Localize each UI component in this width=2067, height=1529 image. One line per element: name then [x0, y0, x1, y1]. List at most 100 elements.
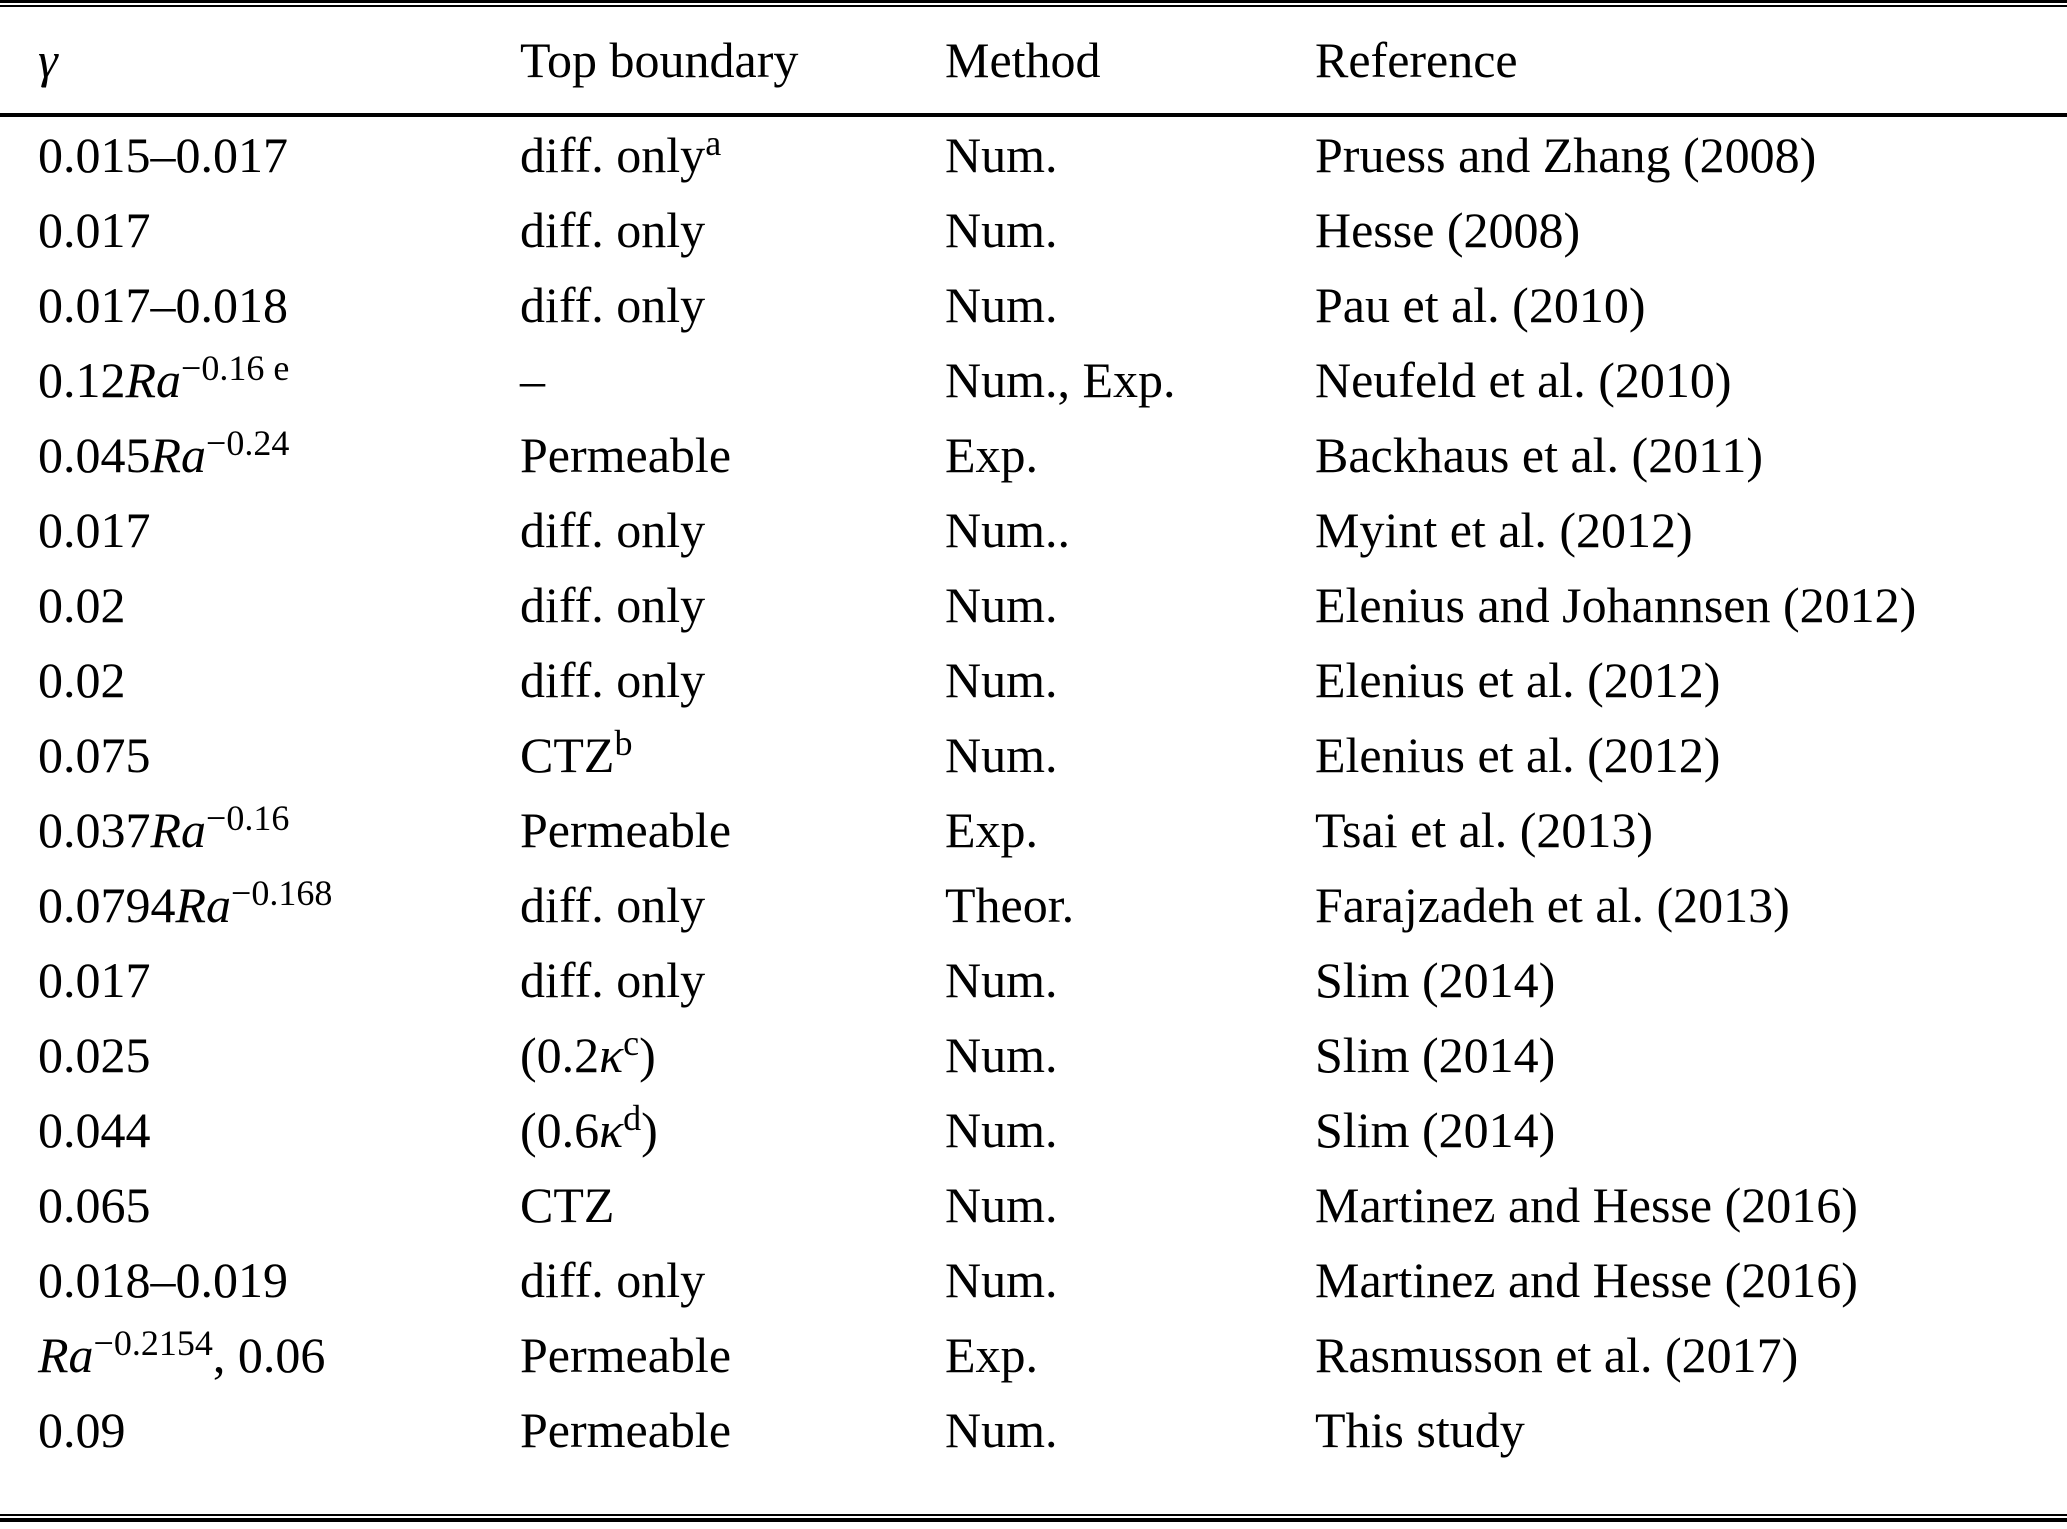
- table-row: 0.0794Ra−0.168 diff. only Theor. Farajzadeh…: [0, 867, 2067, 942]
- text-segment: Farajzadeh et al. (2013): [1315, 876, 1790, 933]
- superscript-segment: d: [623, 1098, 642, 1139]
- cell-reference: Elenius et al. (2012): [1315, 655, 2067, 705]
- text-segment: Exp.: [945, 801, 1039, 858]
- cell-top-boundary: Permeable: [520, 805, 945, 855]
- cell-top-boundary: diff. only: [520, 505, 945, 555]
- text-segment: diff. only: [520, 201, 706, 258]
- header-row: γ Top boundary Method Reference: [0, 7, 2067, 113]
- text-segment: Theor.: [945, 876, 1075, 933]
- cell-top-boundary: diff. only: [520, 280, 945, 330]
- cell-gamma: 0.02: [38, 655, 520, 705]
- cell-top-boundary: diff. only: [520, 205, 945, 255]
- text-segment: Martinez and Hesse (2016): [1315, 1251, 1858, 1308]
- text-segment: Permeable: [520, 426, 732, 483]
- cell-method: Num.: [945, 655, 1315, 705]
- table-row: 0.075 CTZb Num. Elenius et al. (2012): [0, 717, 2067, 792]
- top-rule-inner: [0, 5, 2067, 7]
- cell-gamma: 0.09: [38, 1405, 520, 1455]
- text-segment: Reference: [1315, 32, 1518, 88]
- text-segment: Num.: [945, 1101, 1058, 1158]
- text-segment: 0.044: [38, 1101, 151, 1158]
- text-segment: 0.025: [38, 1026, 151, 1083]
- text-segment: 0.045: [38, 426, 151, 483]
- superscript-segment: −0.24: [206, 423, 290, 464]
- column-header-reference: Reference: [1315, 35, 2067, 85]
- cell-reference: Martinez and Hesse (2016): [1315, 1180, 2067, 1230]
- cell-top-boundary: (0.2κc): [520, 1025, 945, 1079]
- cell-gamma: 0.065: [38, 1180, 520, 1230]
- text-segment: 0.017: [38, 951, 151, 1008]
- cell-top-boundary: Permeable: [520, 430, 945, 480]
- cell-gamma: 0.025: [38, 1030, 520, 1080]
- cell-top-boundary: diff. only: [520, 1255, 945, 1305]
- text-segment: 0.09: [38, 1401, 126, 1458]
- superscript-segment: −0.16: [206, 798, 290, 839]
- cell-gamma: 0.075: [38, 730, 520, 780]
- cell-reference: Slim (2014): [1315, 1105, 2067, 1155]
- text-segment: Rasmusson et al. (2017): [1315, 1326, 1799, 1383]
- cell-method: Num..: [945, 505, 1315, 555]
- cell-method: Num.: [945, 1180, 1315, 1230]
- cell-gamma: 0.0794Ra−0.168: [38, 875, 520, 933]
- text-segment: Num.: [945, 951, 1058, 1008]
- cell-reference: Farajzadeh et al. (2013): [1315, 880, 2067, 930]
- cell-method: Num.: [945, 1405, 1315, 1455]
- text-segment: 0.12: [38, 351, 126, 408]
- text-segment: Martinez and Hesse (2016): [1315, 1176, 1858, 1233]
- cell-gamma: 0.045Ra−0.24: [38, 425, 520, 483]
- cell-top-boundary: diff. only: [520, 880, 945, 930]
- text-segment: 0.065: [38, 1176, 151, 1233]
- cell-top-boundary: CTZ: [520, 1180, 945, 1230]
- text-segment: Permeable: [520, 1401, 732, 1458]
- text-segment: Myint et al. (2012): [1315, 501, 1693, 558]
- cell-top-boundary: Permeable: [520, 1405, 945, 1455]
- text-segment: diff. only: [520, 651, 706, 708]
- cell-method: Num.: [945, 1255, 1315, 1305]
- text-segment: Num., Exp.: [945, 351, 1176, 408]
- cell-reference: Backhaus et al. (2011): [1315, 430, 2067, 480]
- text-segment: 0.075: [38, 726, 151, 783]
- cell-top-boundary: diff. only: [520, 580, 945, 630]
- text-segment: 0.017: [38, 501, 151, 558]
- text-segment: Ra: [175, 876, 232, 933]
- text-segment: Num.: [945, 276, 1058, 333]
- text-segment: Num.: [945, 576, 1058, 633]
- bottom-rule-outer: [0, 1518, 2067, 1522]
- superscript-segment: −0.16 e: [181, 348, 290, 389]
- table-row: 0.044 (0.6κd) Num. Slim (2014): [0, 1092, 2067, 1167]
- text-segment: Num.: [945, 1176, 1058, 1233]
- cell-method: Num.: [945, 1105, 1315, 1155]
- text-segment: Ra: [125, 351, 182, 408]
- cell-method: Num.: [945, 280, 1315, 330]
- text-segment: Method: [945, 32, 1101, 88]
- cell-method: Num.: [945, 955, 1315, 1005]
- text-segment: γ: [38, 32, 58, 88]
- text-segment: 0.0794: [38, 876, 176, 933]
- text-segment: Num.: [945, 1026, 1058, 1083]
- text-segment: diff. only: [520, 501, 706, 558]
- text-segment: Elenius et al. (2012): [1315, 726, 1721, 783]
- cell-reference: Elenius et al. (2012): [1315, 730, 2067, 780]
- cell-reference: Hesse (2008): [1315, 205, 2067, 255]
- table-row: 0.017 diff. only Num. Hesse (2008): [0, 192, 2067, 267]
- cell-method: Num.: [945, 730, 1315, 780]
- cell-top-boundary: –: [520, 355, 945, 405]
- text-segment: Num.: [945, 201, 1058, 258]
- bottom-rule-inner: [0, 1514, 2067, 1516]
- text-segment: , 0.06: [212, 1326, 326, 1383]
- text-segment: Permeable: [520, 1326, 732, 1383]
- text-segment: CTZ: [520, 726, 615, 783]
- cell-reference: Tsai et al. (2013): [1315, 805, 2067, 855]
- text-segment: 0.037: [38, 801, 151, 858]
- text-segment: diff. only: [520, 1251, 706, 1308]
- top-rule-outer: [0, 0, 2067, 3]
- text-segment: Slim (2014): [1315, 1101, 1556, 1158]
- cell-reference: Pau et al. (2010): [1315, 280, 2067, 330]
- text-segment: diff. only: [520, 951, 706, 1008]
- superscript-segment: −0.168: [231, 873, 333, 914]
- cell-method: Num.: [945, 580, 1315, 630]
- cell-top-boundary: CTZb: [520, 725, 945, 783]
- text-segment: diff. only: [520, 276, 706, 333]
- table-row: 0.02 diff. only Num. Elenius and Johannsen …: [0, 567, 2067, 642]
- text-segment: Neufeld et al. (2010): [1315, 351, 1732, 408]
